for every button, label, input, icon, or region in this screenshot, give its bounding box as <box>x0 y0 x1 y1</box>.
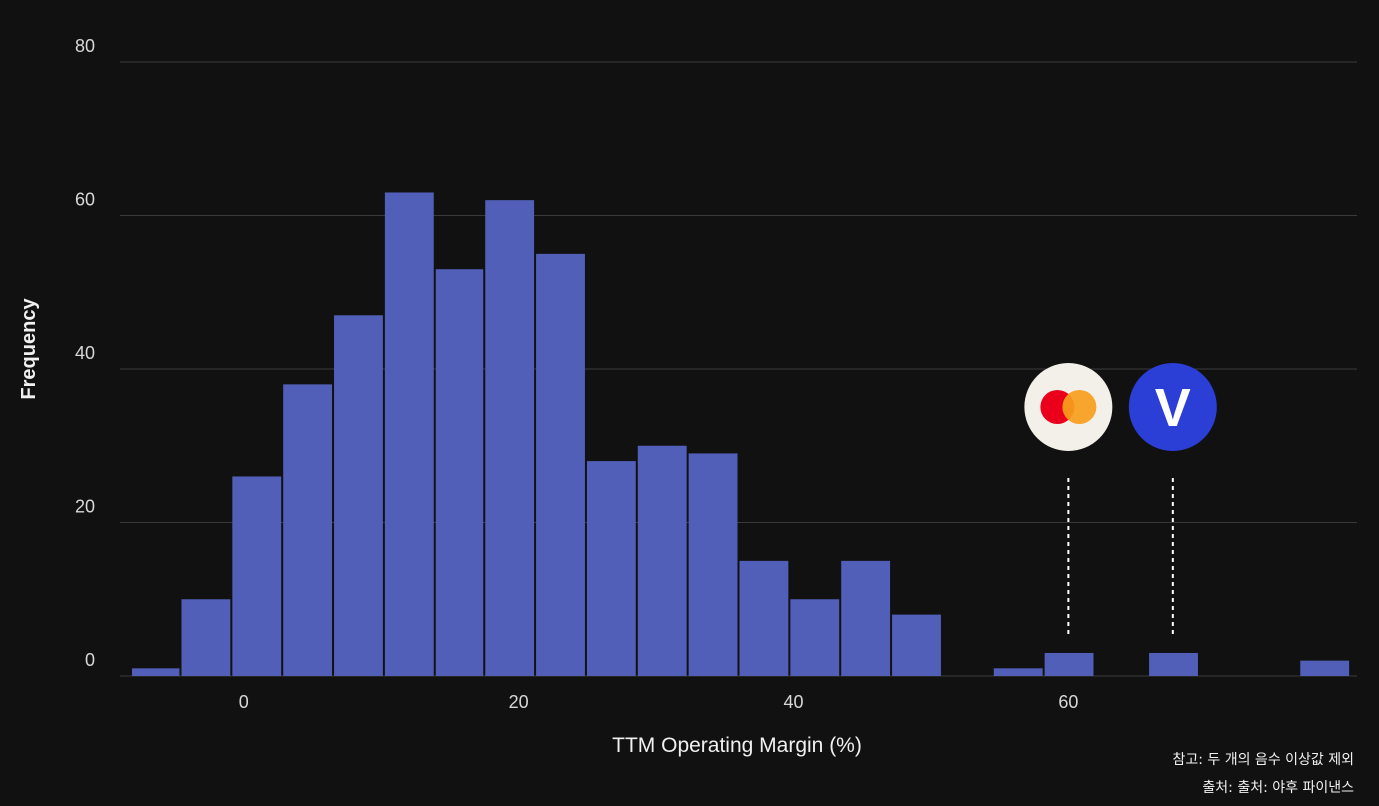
y-tick-label: 80 <box>75 36 95 56</box>
histogram-bar <box>334 315 383 676</box>
x-axis-label: TTM Operating Margin (%) <box>612 734 862 757</box>
mastercard-logo-orange-circle <box>1062 390 1097 424</box>
histogram-bar <box>841 560 891 676</box>
histogram-bar <box>485 200 535 676</box>
y-tick-label: 20 <box>75 497 95 517</box>
x-tick-label: 40 <box>783 692 803 712</box>
histogram-bar <box>1149 652 1198 676</box>
y-tick-label: 0 <box>85 650 95 670</box>
source-text: 출처: 출처: 야후 파이낸스 <box>1202 780 1354 796</box>
histogram-bar <box>1044 652 1094 676</box>
x-tick-labels: 0 20 40 60 <box>239 692 1079 712</box>
x-tick-label: 0 <box>239 692 249 712</box>
histogram-bar <box>283 384 333 676</box>
x-tick-label: 20 <box>509 692 529 712</box>
bars <box>131 192 1350 676</box>
histogram-bar <box>384 192 434 676</box>
histogram-bar <box>435 269 484 676</box>
histogram-bar <box>993 668 1043 676</box>
note-text: 참고: 두 개의 음수 이상값 제외 <box>1172 752 1354 768</box>
histogram-bar <box>232 476 282 676</box>
annotations: V <box>1024 363 1217 636</box>
y-tick-label: 60 <box>75 190 95 210</box>
y-tick-label: 40 <box>75 343 95 363</box>
visa-logo-badge <box>1128 363 1217 451</box>
histogram-bar <box>1300 660 1350 676</box>
histogram-bar <box>131 668 180 676</box>
y-tick-labels: 0 20 40 60 80 <box>75 36 95 670</box>
histogram-bar <box>688 453 738 676</box>
histogram-bar <box>739 560 789 676</box>
histogram-bar <box>892 614 941 676</box>
visa-logo-letter: V <box>1155 378 1191 438</box>
histogram-bar <box>637 445 687 676</box>
histogram-bar <box>181 599 231 676</box>
histogram-bar <box>586 461 636 676</box>
histogram-bar <box>536 253 585 676</box>
x-tick-label: 60 <box>1058 692 1078 712</box>
y-axis-label: Frequency <box>18 298 40 400</box>
histogram-bar <box>790 599 840 676</box>
